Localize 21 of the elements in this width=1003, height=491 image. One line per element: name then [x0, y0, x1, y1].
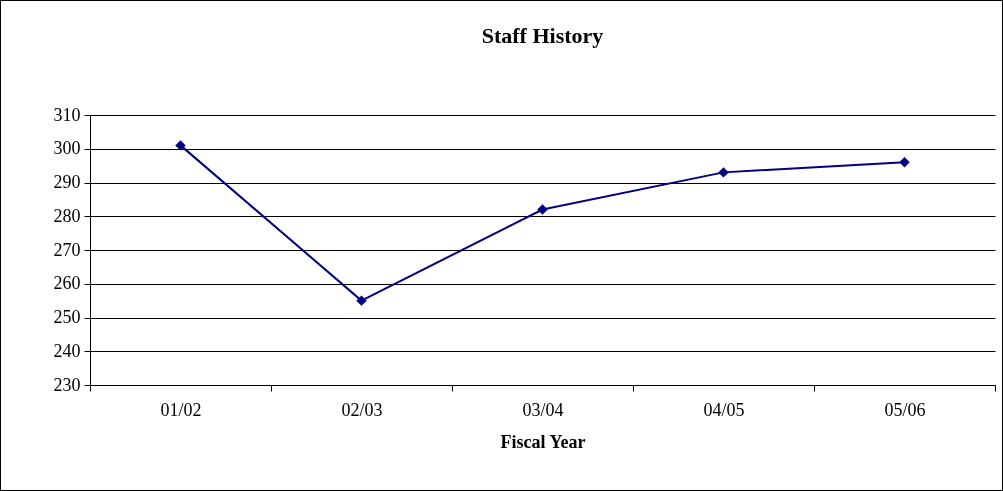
point [175, 140, 186, 151]
point [899, 157, 910, 168]
point [537, 204, 548, 215]
point [356, 295, 367, 306]
x-tick-label: 05/06 [884, 399, 926, 420]
x-axis-title: Fiscal Year [500, 431, 586, 452]
point [718, 167, 729, 178]
x-tick-label: 04/05 [703, 399, 745, 420]
x-tick-label: 02/03 [341, 399, 383, 420]
x-tick-label: 01/02 [160, 399, 202, 420]
x-tick-label: 03/04 [522, 399, 564, 420]
y-tick-label: 240 [53, 340, 81, 361]
y-tick-label: 290 [53, 172, 81, 192]
y-tick-label: 270 [53, 239, 81, 260]
y-tick-label: 300 [53, 138, 81, 159]
y-tick-label: 310 [53, 104, 81, 125]
chart-title: Staff History [481, 23, 604, 48]
y-tick-label: 230 [53, 374, 81, 395]
y-tick-label: 260 [53, 273, 81, 294]
y-tick-label: 280 [53, 205, 81, 226]
y-tick-label: 250 [53, 307, 81, 327]
